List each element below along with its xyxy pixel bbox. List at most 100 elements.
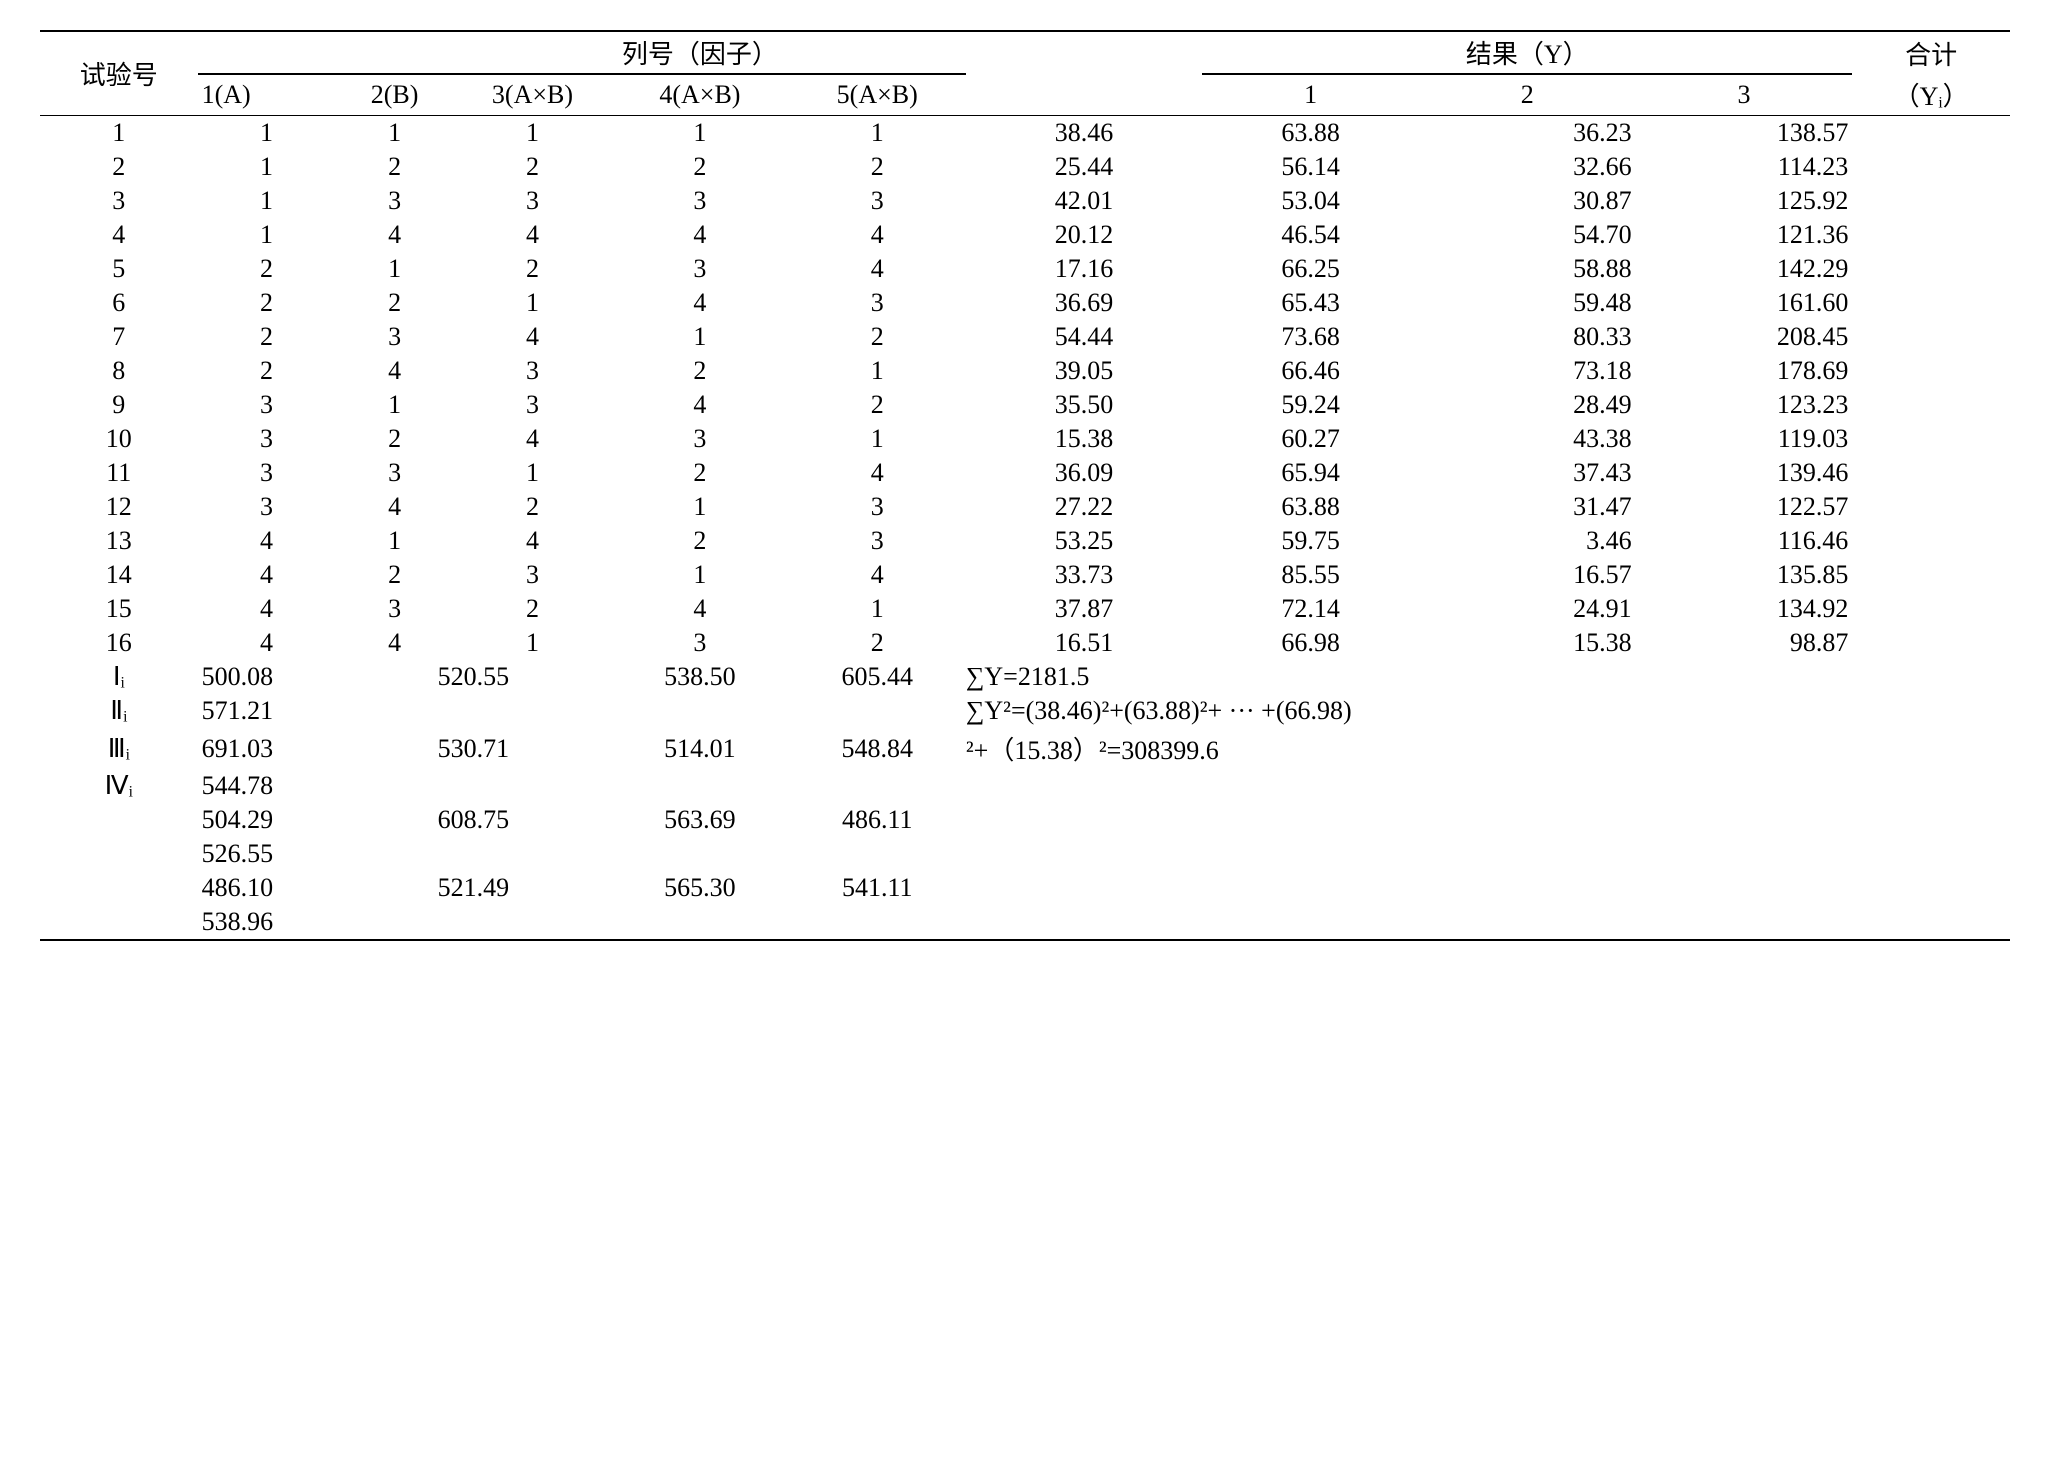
level-bab: [335, 837, 611, 871]
level-a: 500.08: [198, 660, 336, 694]
level-ab5: 605.44: [789, 660, 966, 694]
cell-b: 4: [335, 626, 453, 660]
cell-a: 1: [198, 150, 336, 184]
cell-sum: 123.23: [1636, 388, 1853, 422]
level-row: 504.29608.75563.69486.11: [40, 803, 2010, 837]
cell-y2: 63.88: [1202, 116, 1419, 151]
table-row: 154324137.8772.1424.91134.92: [40, 592, 2010, 626]
cell-b: 2: [335, 286, 453, 320]
cell-y2: 59.75: [1202, 524, 1419, 558]
cell-b: 3: [335, 456, 453, 490]
sub-total: （Yᵢ）: [1852, 74, 2010, 116]
level-ab4: [611, 769, 788, 803]
level-bab: [335, 769, 611, 803]
cell-y2: 46.54: [1202, 218, 1419, 252]
cell-pad: [1852, 116, 2010, 151]
cell-a: 4: [198, 558, 336, 592]
cell-ab4: 1: [611, 558, 788, 592]
trial-no: 3: [40, 184, 198, 218]
table-row: 123421327.2263.8831.47122.57: [40, 490, 2010, 524]
cell-ab5: 4: [789, 252, 966, 286]
cell-a: 3: [198, 456, 336, 490]
cell-sum: 139.46: [1636, 456, 1853, 490]
cell-ab3: 4: [454, 422, 612, 456]
level-formula: ∑Y²=(38.46)²+(63.88)²+ ··· +(66.98): [966, 694, 2010, 728]
cell-sum: 138.57: [1636, 116, 1853, 151]
cell-y3: 28.49: [1419, 388, 1636, 422]
trial-no: 5: [40, 252, 198, 286]
level-label: [40, 803, 198, 837]
cell-y1: 37.87: [966, 592, 1202, 626]
cell-ab5: 2: [789, 388, 966, 422]
cell-a: 1: [198, 218, 336, 252]
level-row: Ⅰᵢ500.08520.55538.50605.44∑Y=2181.5: [40, 660, 2010, 694]
cell-pad: [1852, 320, 2010, 354]
cell-a: 4: [198, 592, 336, 626]
level-bab: 530.71: [335, 728, 611, 769]
level-ab5: [789, 694, 966, 728]
cell-b: 1: [335, 524, 453, 558]
cell-ab5: 1: [789, 422, 966, 456]
cell-a: 2: [198, 320, 336, 354]
cell-pad: [1852, 422, 2010, 456]
level-ab5: 548.84: [789, 728, 966, 769]
level-formula: [966, 769, 2010, 803]
table-row: 62214336.6965.4359.48161.60: [40, 286, 2010, 320]
trial-no: 4: [40, 218, 198, 252]
level-a: 571.21: [198, 694, 336, 728]
table-row: 144231433.7385.5516.57135.85: [40, 558, 2010, 592]
cell-ab4: 1: [611, 320, 788, 354]
level-bab: 520.55: [335, 660, 611, 694]
cell-y3: 30.87: [1419, 184, 1636, 218]
cell-a: 3: [198, 422, 336, 456]
cell-pad: [1852, 150, 2010, 184]
cell-a: 4: [198, 524, 336, 558]
cell-pad: [1852, 388, 2010, 422]
level-row: Ⅳᵢ544.78: [40, 769, 2010, 803]
cell-pad: [1852, 456, 2010, 490]
level-ab5: 486.11: [789, 803, 966, 837]
level-bab: 521.49: [335, 871, 611, 905]
cell-y1: 35.50: [966, 388, 1202, 422]
cell-ab4: 4: [611, 286, 788, 320]
cell-y1: 25.44: [966, 150, 1202, 184]
level-a: 504.29: [198, 803, 336, 837]
level-formula: ²+（15.38）²=308399.6: [966, 728, 2010, 769]
cell-ab5: 4: [789, 558, 966, 592]
cell-sum: 119.03: [1636, 422, 1853, 456]
cell-a: 1: [198, 116, 336, 151]
level-formula: [966, 837, 2010, 871]
cell-y2: 63.88: [1202, 490, 1419, 524]
level-a: 538.96: [198, 905, 336, 940]
cell-y2: 66.25: [1202, 252, 1419, 286]
table-row: 82432139.0566.4673.18178.69: [40, 354, 2010, 388]
cell-y3: 54.70: [1419, 218, 1636, 252]
cell-ab3: 1: [454, 626, 612, 660]
cell-y3: 58.88: [1419, 252, 1636, 286]
cell-ab4: 4: [611, 388, 788, 422]
trial-no: 1: [40, 116, 198, 151]
cell-y2: 56.14: [1202, 150, 1419, 184]
level-ab5: 541.11: [789, 871, 966, 905]
cell-b: 2: [335, 558, 453, 592]
level-ab4: 538.50: [611, 660, 788, 694]
level-ab4: [611, 837, 788, 871]
level-row: 486.10521.49565.30541.11: [40, 871, 2010, 905]
cell-y2: 66.46: [1202, 354, 1419, 388]
cell-ab5: 4: [789, 218, 966, 252]
header-row-1: 试验号 列号（因子） 结果（Y） 合计: [40, 31, 2010, 74]
cell-pad: [1852, 626, 2010, 660]
cell-ab3: 2: [454, 150, 612, 184]
cell-ab3: 4: [454, 320, 612, 354]
cell-pad: [1852, 218, 2010, 252]
level-ab4: 514.01: [611, 728, 788, 769]
cell-y2: 60.27: [1202, 422, 1419, 456]
cell-sum: 98.87: [1636, 626, 1853, 660]
cell-y3: 80.33: [1419, 320, 1636, 354]
trial-no: 10: [40, 422, 198, 456]
cell-y3: 59.48: [1419, 286, 1636, 320]
level-label: Ⅰᵢ: [40, 660, 198, 694]
cell-b: 2: [335, 150, 453, 184]
level-bab: [335, 905, 611, 940]
level-ab4: 563.69: [611, 803, 788, 837]
